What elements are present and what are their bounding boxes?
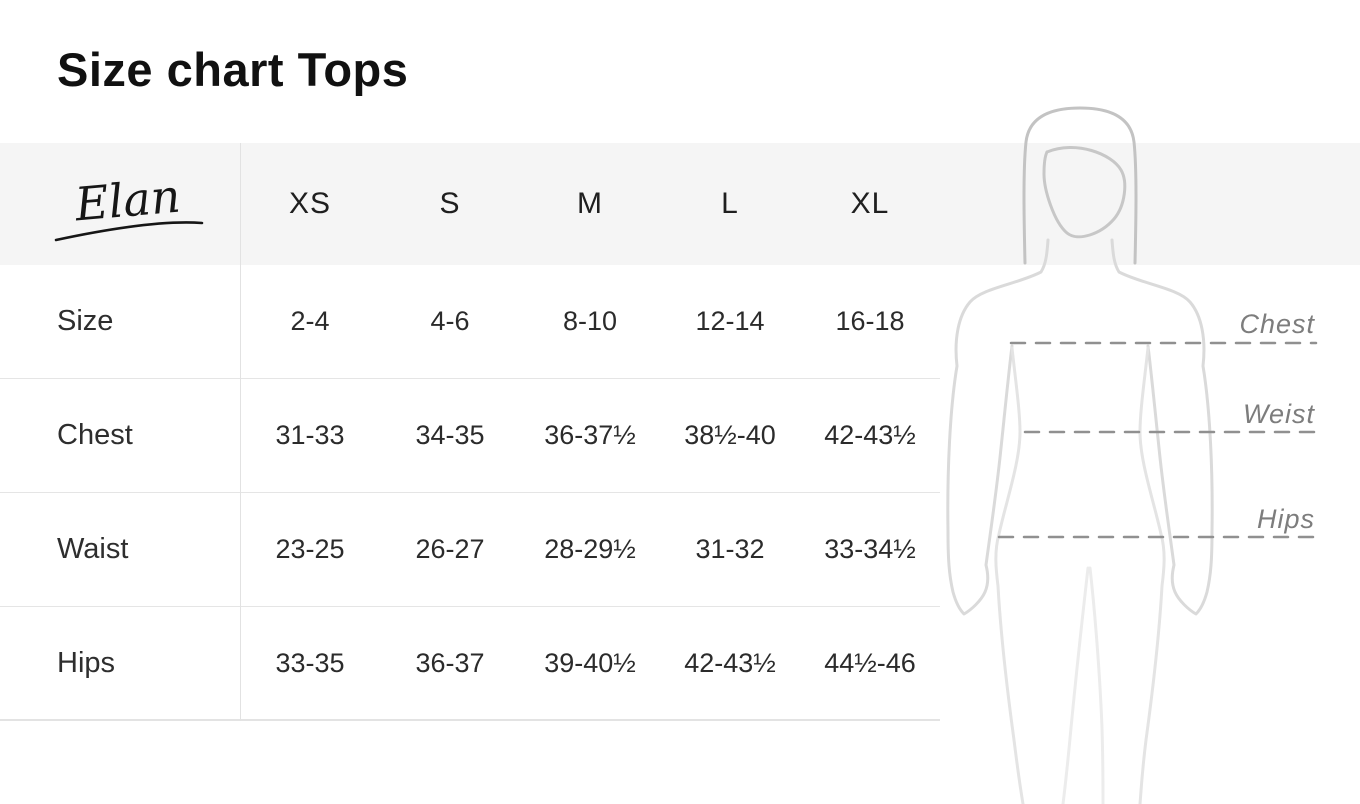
cell-chest-s: 34-35 (415, 420, 485, 450)
left-body-leg-outline-icon (994, 346, 1025, 804)
table-header-band (0, 143, 1360, 265)
cell-hips-l: 42-43½ (684, 647, 776, 678)
cell-chest-l: 38½-40 (684, 420, 776, 450)
right-arm-outline-icon (1110, 238, 1214, 616)
row-label-waist: Waist (57, 533, 129, 565)
inner-left-leg-line-icon (1061, 566, 1090, 804)
brand-name: Elan (72, 169, 183, 232)
column-header-l: L (721, 187, 739, 220)
row-label-hips: Hips (57, 646, 116, 679)
cell-waist-l: 31-32 (695, 534, 765, 564)
brand-logo: Elan (0, 154, 240, 254)
column-header-xs: XS (288, 187, 332, 220)
table-row-waist: Waist 23-25 26-27 28-29½ 31-32 33-34½ (0, 493, 940, 607)
size-chart-table: Elan XS S M L XL Size 2-4 4-6 8-10 12-14… (0, 143, 940, 721)
cell-waist-xl: 33-34½ (824, 534, 916, 564)
cell-waist-xs: 23-25 (275, 534, 345, 564)
inner-right-leg-line-icon (1088, 566, 1105, 804)
face-outline-icon (1042, 146, 1127, 239)
cell-chest-xs: 31-33 (275, 420, 345, 450)
cell-hips-xs: 33-35 (275, 647, 345, 678)
column-header-s: S (439, 187, 461, 220)
cell-size-xs: 2-4 (290, 306, 330, 336)
table-row-chest: Chest 31-33 34-35 36-37½ 38½-40 42-43½ (0, 379, 940, 493)
cell-chest-m: 36-37½ (544, 420, 636, 450)
cell-hips-s: 36-37 (415, 647, 485, 678)
table-row-hips: Hips 33-35 36-37 39-40½ 42-43½ 44½-46 (0, 607, 940, 721)
right-body-leg-outline-icon (1138, 346, 1166, 804)
brand-signature-icon: Elan (54, 169, 204, 242)
body-outline-illustration (946, 106, 1318, 804)
cell-size-s: 4-6 (430, 306, 470, 336)
cell-size-xl: 16-18 (835, 306, 905, 336)
table-row-size: Size 2-4 4-6 8-10 12-14 16-18 (0, 265, 940, 379)
cell-waist-s: 26-27 (415, 534, 485, 564)
cell-chest-xl: 42-43½ (824, 420, 916, 450)
chest-measure-label: Chest (1239, 309, 1315, 339)
left-arm-outline-icon (946, 238, 1050, 616)
row-label-size: Size (57, 305, 114, 337)
page-title: Size chart Tops (57, 43, 409, 96)
cell-size-l: 12-14 (695, 306, 765, 336)
signature-underline-icon (54, 221, 204, 242)
column-header-xl: XL (850, 187, 890, 220)
hair-outline-icon (1022, 106, 1138, 265)
cell-waist-m: 28-29½ (544, 534, 636, 564)
cell-size-m: 8-10 (562, 306, 618, 336)
row-label-chest: Chest (57, 419, 133, 451)
column-header-m: M (577, 187, 603, 220)
table-header-row: Elan XS S M L XL (0, 143, 940, 265)
hips-measure-label: Hips (1256, 504, 1315, 534)
weist-measure-label: Weist (1242, 399, 1315, 429)
cell-hips-xl: 44½-46 (824, 647, 916, 678)
table-column-divider (240, 143, 241, 721)
cell-hips-m: 39-40½ (544, 647, 636, 678)
